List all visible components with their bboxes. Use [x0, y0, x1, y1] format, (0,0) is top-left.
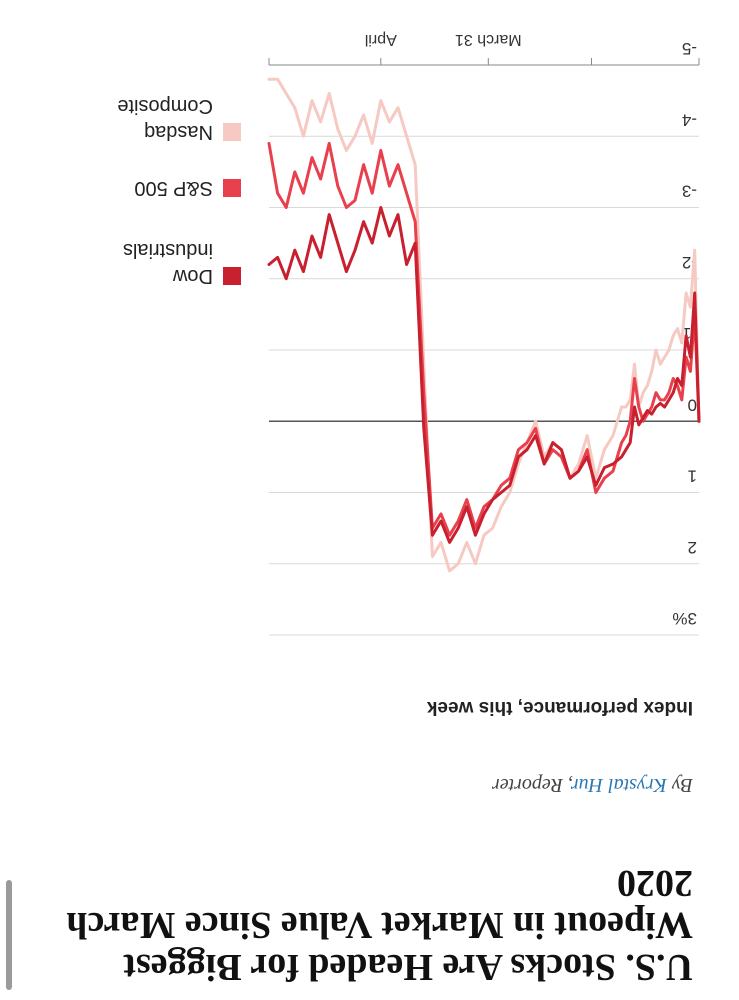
series-line — [267, 77, 701, 573]
legend-swatch — [223, 123, 241, 141]
series-line — [267, 141, 701, 537]
y-tick-label: -4 — [682, 110, 697, 129]
series-layer — [267, 77, 701, 573]
x-tick-label: April — [365, 31, 397, 48]
x-tick-label: March 31 — [455, 31, 522, 48]
legend-label: Nasdaq — [144, 121, 213, 143]
grid-layer — [269, 64, 699, 636]
y-tick-label: 3% — [672, 609, 697, 628]
legend-label: Composite — [117, 95, 213, 117]
legend-label: S&P 500 — [134, 177, 213, 199]
legend-label: Dow — [172, 265, 213, 287]
y-tick-label: 1 — [688, 467, 697, 486]
series-line — [267, 206, 701, 544]
y-tick-label: -3 — [682, 182, 697, 201]
legend-swatch — [223, 267, 241, 285]
legend-label: industrials — [123, 239, 213, 261]
legend-layer: Dow industrials S&P 500 Nasdaq Composite — [117, 95, 241, 287]
y-tick-label: -5 — [682, 39, 697, 58]
legend-swatch — [223, 179, 241, 197]
y-tick-label: 0 — [688, 395, 697, 414]
y-tick-label: 2 — [688, 538, 697, 557]
